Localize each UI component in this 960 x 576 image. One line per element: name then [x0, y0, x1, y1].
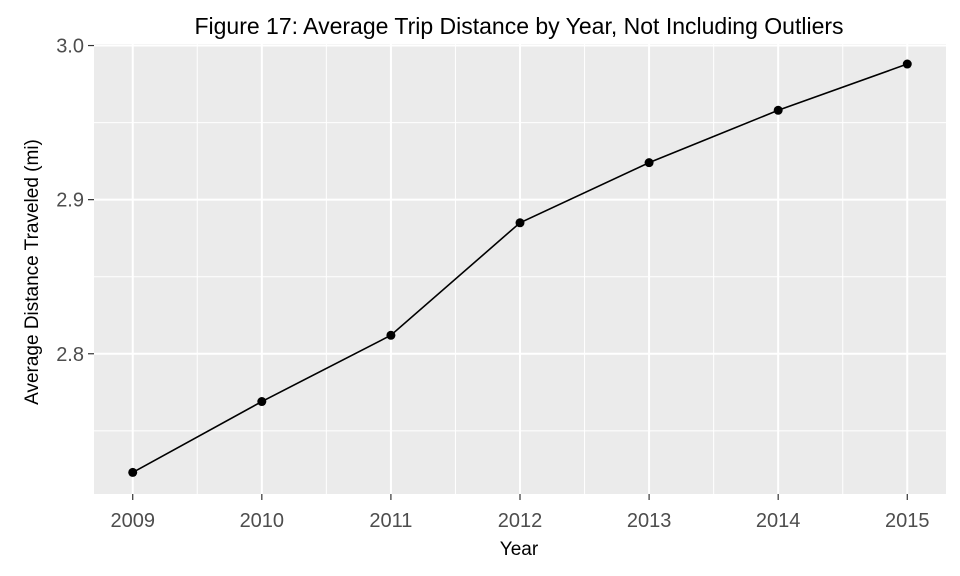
data-point	[128, 467, 138, 477]
x-tick-label: 2013	[627, 510, 672, 532]
y-tick-label: 3.0	[56, 36, 84, 58]
x-axis-title: Year	[500, 539, 539, 560]
axis-ticks	[88, 44, 908, 500]
y-tick-label: 2.8	[56, 344, 84, 366]
x-tick-label: 2010	[240, 510, 285, 532]
x-tick-label: 2011	[369, 510, 412, 532]
data-point	[515, 218, 525, 228]
data-point	[902, 59, 912, 69]
x-tick-label: 2009	[110, 510, 155, 532]
x-tick-label: 2014	[756, 510, 801, 532]
x-tick-label: 2012	[498, 510, 543, 532]
data-point	[644, 158, 654, 168]
data-point	[386, 330, 396, 340]
x-tick-label: 2015	[885, 510, 930, 532]
chart-title: Figure 17: Average Trip Distance by Year…	[194, 13, 843, 39]
minor-gridlines	[94, 44, 946, 494]
data-point	[257, 397, 267, 407]
series-group	[128, 59, 912, 477]
tick-labels: 2009 2010 2011 2012 2013 2014 2015 2.8 2.9 3.0	[56, 36, 929, 532]
y-axis-title: Average Distance Traveled (mi)	[22, 139, 43, 405]
data-point	[773, 105, 783, 115]
major-gridlines	[94, 44, 946, 494]
y-tick-label: 2.9	[56, 190, 84, 212]
